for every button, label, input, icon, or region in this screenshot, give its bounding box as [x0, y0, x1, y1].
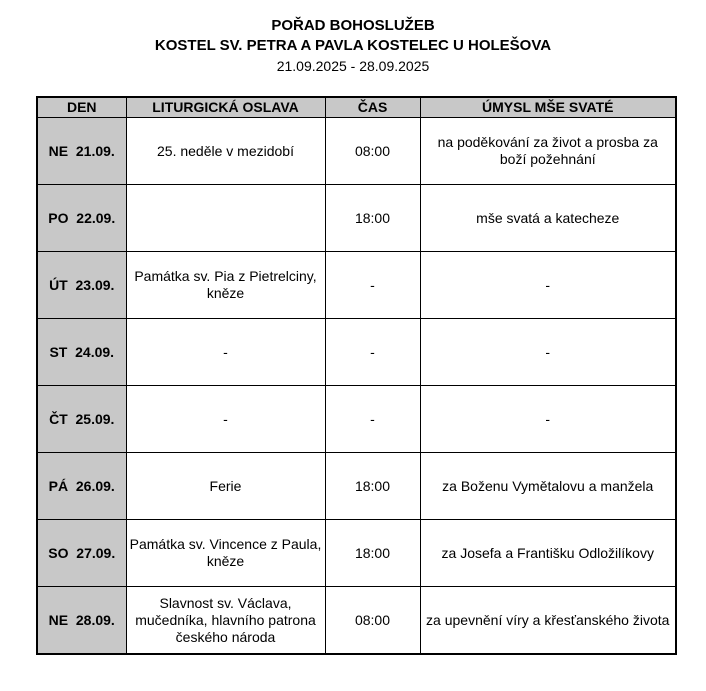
- time-cell: -: [324, 318, 421, 386]
- time-cell: 18:00: [324, 452, 421, 520]
- celebration-cell: Památka sv. Pia z Pietrelciny, kněze: [125, 251, 326, 319]
- day-cell: ČT 25.09.: [36, 385, 127, 453]
- celebration-cell: Památka sv. Vincence z Paula, kněze: [125, 519, 326, 587]
- day-cell: NE 28.09.: [36, 586, 127, 655]
- celebration-cell: 25. neděle v mezidobí: [125, 117, 326, 185]
- celebration-cell: Ferie: [125, 452, 326, 520]
- time-cell: 18:00: [324, 184, 421, 252]
- date-range: 21.09.2025 - 28.09.2025: [276, 58, 430, 74]
- intention-cell: -: [419, 318, 677, 386]
- intention-cell: na poděkování za život a prosba za boží …: [419, 117, 677, 185]
- column-header-intention: ÚMYSL MŠE SVATÉ: [419, 96, 677, 118]
- day-cell: SO 27.09.: [36, 519, 127, 587]
- intention-cell: -: [419, 385, 677, 453]
- column-header-day: DEN: [36, 96, 127, 118]
- table-row: ÚT 23.09. Památka sv. Pia z Pietrelciny, …: [36, 251, 677, 319]
- celebration-cell: -: [125, 385, 326, 453]
- time-cell: 08:00: [324, 117, 421, 185]
- table-row: PO 22.09. 18:00 mše svatá a katecheze: [36, 184, 677, 252]
- table-row: NE 21.09. 25. neděle v mezidobí 08:00 na po…: [36, 117, 677, 185]
- table-row: SO 27.09. Památka sv. Vincence z Paula, k…: [36, 519, 677, 587]
- celebration-cell: -: [125, 318, 326, 386]
- table-row: NE 28.09. Slavnost sv. Václava, mučedníka…: [36, 586, 677, 655]
- day-cell: PO 22.09.: [36, 184, 127, 252]
- celebration-cell: Slavnost sv. Václava, mučedníka, hlavníh…: [125, 586, 326, 655]
- time-cell: 18:00: [324, 519, 421, 587]
- day-cell: ÚT 23.09.: [36, 251, 127, 319]
- day-cell: ST 24.09.: [36, 318, 127, 386]
- column-header-time: ČAS: [324, 96, 421, 118]
- intention-cell: za upevnění víry a křesťanského života: [419, 586, 677, 655]
- intention-cell: za Josefa a Františku Odložilíkovy: [419, 519, 677, 587]
- church-name: KOSTEL SV. PETRA A PAVLA KOSTELEC U HOLE…: [154, 37, 552, 54]
- document-title: POŘAD BOHOSLUŽEB: [271, 17, 435, 34]
- column-header-celebration: LITURGICKÁ OSLAVA: [125, 96, 326, 118]
- header-row: DEN LITURGICKÁ OSLAVA ČAS ÚMYSL MŠE SVAT…: [36, 96, 677, 118]
- time-cell: -: [324, 385, 421, 453]
- table-row: ČT 25.09. - - -: [36, 385, 677, 453]
- intention-cell: za Boženu Vymětalovu a manžela: [419, 452, 677, 520]
- intention-cell: -: [419, 251, 677, 319]
- time-cell: -: [324, 251, 421, 319]
- day-cell: PÁ 26.09.: [36, 452, 127, 520]
- schedule-table: DEN LITURGICKÁ OSLAVA ČAS ÚMYSL MŠE SVAT…: [36, 96, 677, 655]
- table-row: ST 24.09. - - -: [36, 318, 677, 386]
- celebration-cell: [125, 184, 326, 252]
- day-cell: NE 21.09.: [36, 117, 127, 185]
- table-row: PÁ 26.09. Ferie 18:00 za Boženu Vymětalovu …: [36, 452, 677, 520]
- intention-cell: mše svatá a katecheze: [419, 184, 677, 252]
- time-cell: 08:00: [324, 586, 421, 655]
